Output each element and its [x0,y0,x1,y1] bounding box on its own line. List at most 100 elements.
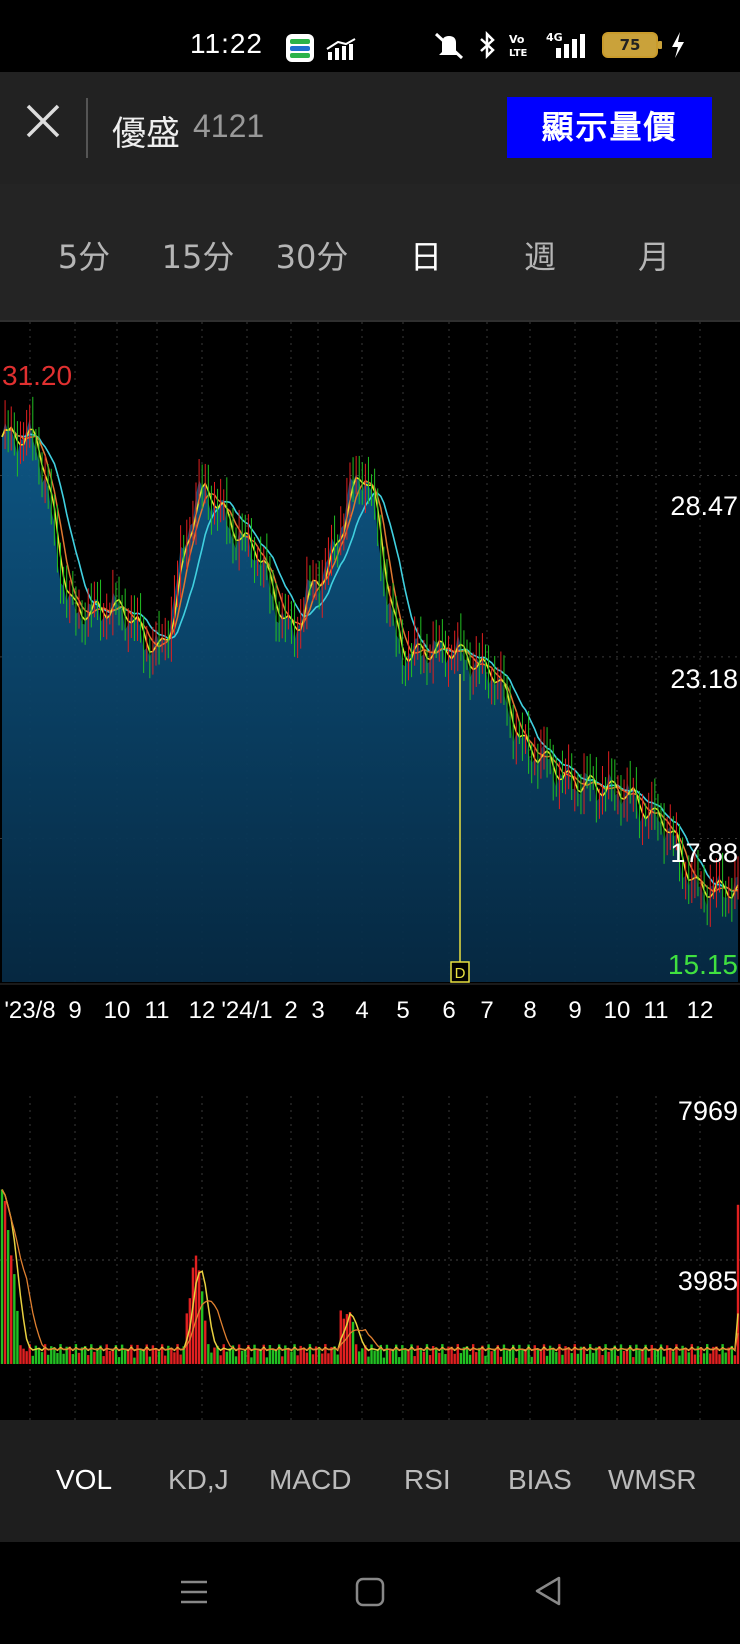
volume-bar [37,1347,41,1365]
volume-bar [558,1344,561,1364]
volume-chart[interactable]: 7969 3985 [0,1096,740,1420]
volume-bar [490,1351,493,1364]
volume-bar [317,1346,321,1365]
volume-bar [388,1349,392,1364]
volume-bar [518,1344,521,1365]
volume-bar [373,1350,376,1365]
volume-bar [487,1344,490,1365]
volume-bar [308,1344,312,1365]
volume-bar [401,1345,404,1365]
show-volume-price-button[interactable]: 顯示量價 [507,97,712,158]
volume-bar [290,1351,293,1365]
volume-bar [665,1345,669,1365]
stock-name: 優盛 [112,114,180,154]
volume-bar [216,1345,219,1365]
tab-month[interactable]: 月 [637,238,670,276]
volume-bar [345,1314,349,1365]
volume-bar [502,1344,506,1365]
menu-icon[interactable] [178,1576,210,1608]
tab-macd[interactable]: MACD [269,1464,352,1495]
volume-bar [533,1345,536,1365]
volume-bar [444,1354,447,1365]
crosshair-marker[interactable] [450,961,470,983]
volume-bar [111,1348,115,1365]
volume-bar [672,1351,675,1364]
volume-bar [219,1355,222,1364]
volume-bar [712,1346,715,1364]
tab-rsi[interactable]: RSI [404,1464,451,1495]
volume-bar [188,1298,192,1364]
volume-bar [305,1352,309,1364]
volume-bar [197,1270,201,1365]
volume-bar [435,1347,438,1364]
volume-bar [382,1357,386,1365]
close-icon[interactable] [20,98,66,144]
volume-bar [324,1344,327,1364]
volume-bar [539,1351,543,1364]
tab-day[interactable]: 日 [409,238,442,276]
volume-bar [379,1344,382,1365]
volume-bar [117,1357,121,1364]
volume-bar [650,1344,653,1365]
tab-30min[interactable]: 30分 [275,238,349,276]
volume-bar [90,1344,93,1365]
back-icon[interactable] [532,1574,564,1608]
x-tick-label: 6 [442,997,455,1022]
home-icon[interactable] [354,1576,386,1608]
volume-bar [281,1356,284,1365]
volume-bar [68,1346,71,1364]
volume-bar [142,1350,145,1365]
volume-bar [287,1348,290,1364]
volume-bar [530,1356,533,1364]
x-tick-label: 5 [396,997,409,1022]
volume-bar [182,1346,185,1365]
tab-kdj[interactable]: KD,J [168,1464,229,1495]
volume-bar [394,1344,398,1365]
volume-bar [416,1345,419,1365]
tab-bias[interactable]: BIAS [508,1464,572,1495]
volume-bar [361,1348,364,1364]
volume-bar [687,1352,690,1365]
tab-15min[interactable]: 15分 [161,238,235,276]
volume-bar [515,1357,518,1364]
volume-bar [351,1321,355,1364]
volume-y-tick-label: 7969 [678,1096,738,1126]
volume-bar [552,1347,555,1365]
volume-bar [225,1351,229,1365]
volume-bar [511,1344,515,1365]
volume-bar [237,1344,241,1365]
volume-bar [167,1345,170,1364]
volume-bar [74,1344,78,1365]
system-nav-bar [0,1542,740,1644]
volume-bar [592,1352,595,1365]
volume-bar [265,1357,269,1364]
tab-5min[interactable]: 5分 [57,238,111,276]
volume-bar [22,1348,25,1364]
x-tick-label: 7 [480,997,493,1022]
x-tick-label: 11 [145,997,170,1022]
x-tick-label: 12 [687,997,714,1022]
volume-bar [277,1344,281,1365]
volume-bar [730,1345,734,1365]
volume-bar [715,1346,718,1364]
volume-bar [638,1350,641,1364]
x-tick-label: 9 [68,997,81,1022]
tab-week[interactable]: 週 [523,238,556,276]
volume-bar [136,1344,139,1365]
volume-bar [595,1347,598,1364]
volume-bar [87,1355,90,1365]
volume-bar [179,1354,182,1365]
volume-bar [231,1345,235,1365]
tab-wmsr[interactable]: WMSR [608,1464,697,1495]
volume-bar [425,1344,429,1365]
volume-bar [428,1355,432,1364]
price-chart[interactable]: D 31.20 15.15 28.47 23.18 17.88 '23/8 9 10… [0,322,740,1022]
volume-bar [127,1349,130,1365]
volume-bar [370,1344,373,1364]
volume-bar [148,1356,152,1364]
volume-bar [120,1344,124,1365]
tab-vol[interactable]: VOL [56,1464,113,1495]
volume-bar [376,1349,379,1365]
volume-bar [274,1350,278,1365]
volume-bar [62,1353,65,1364]
